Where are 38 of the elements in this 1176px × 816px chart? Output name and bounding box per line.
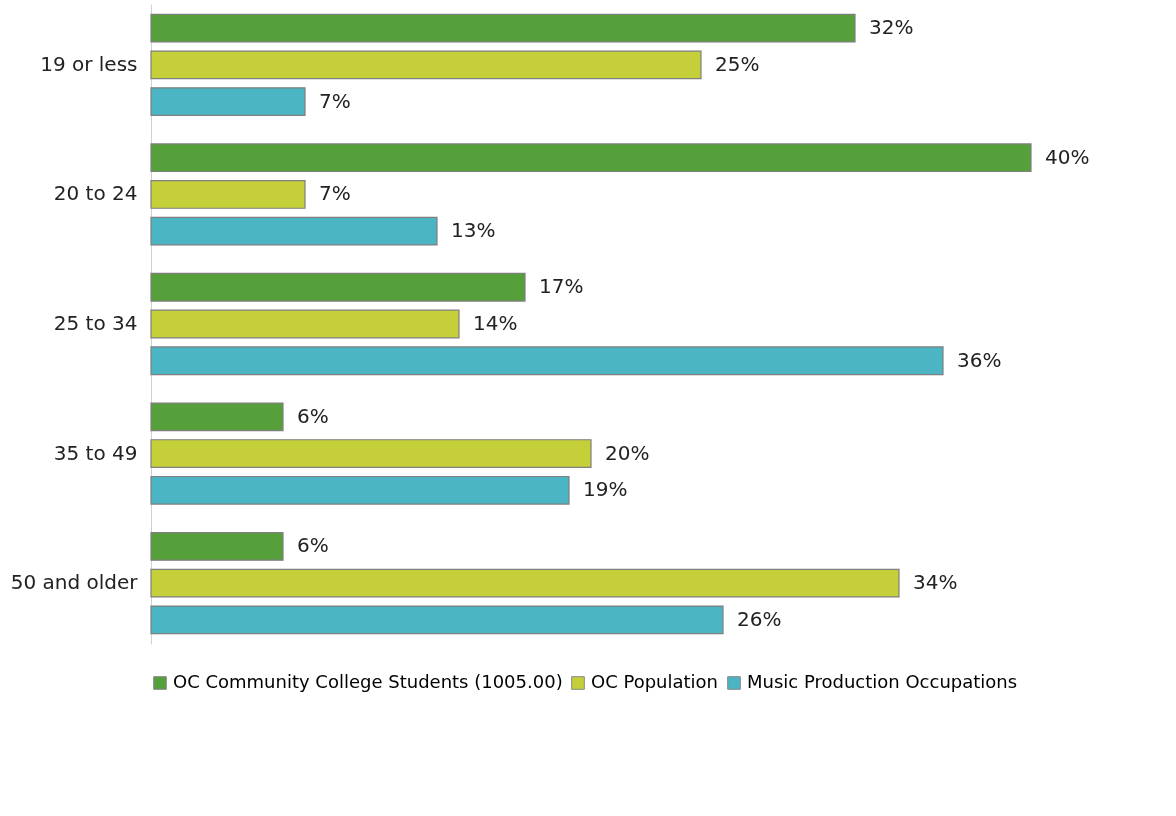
y-tick-label: 20 to 24 bbox=[53, 181, 138, 206]
bar bbox=[150, 216, 438, 246]
legend-label: OC Population bbox=[591, 671, 719, 692]
bar bbox=[150, 13, 856, 43]
legend-label: OC Community College Students (1005.00) bbox=[173, 671, 563, 692]
data-label: 6% bbox=[297, 403, 329, 428]
bar bbox=[150, 475, 570, 505]
legend-label: Music Production Occupations bbox=[747, 671, 1018, 692]
data-label: 7% bbox=[319, 181, 351, 206]
bar bbox=[150, 402, 284, 432]
data-label: 14% bbox=[473, 311, 518, 335]
bar bbox=[150, 143, 1032, 173]
bar bbox=[150, 50, 702, 80]
y-tick-label: 35 to 49 bbox=[53, 440, 138, 465]
data-label: 32% bbox=[869, 15, 914, 40]
bar bbox=[150, 309, 460, 339]
y-tick-label: 25 to 34 bbox=[53, 311, 138, 335]
bar bbox=[150, 439, 592, 468]
data-label: 36% bbox=[957, 347, 1002, 372]
data-label: 40% bbox=[1045, 144, 1090, 169]
bar bbox=[150, 346, 944, 376]
data-label: 19% bbox=[583, 477, 628, 502]
data-label: 20% bbox=[605, 440, 650, 465]
data-label: 6% bbox=[297, 533, 329, 558]
data-label: 26% bbox=[737, 606, 782, 631]
data-label: 13% bbox=[451, 218, 496, 243]
bar bbox=[150, 180, 306, 209]
bar bbox=[150, 272, 526, 302]
bar bbox=[150, 568, 900, 598]
y-tick-label: 50 and older bbox=[10, 570, 139, 595]
data-label: 34% bbox=[913, 570, 958, 595]
data-label: 25% bbox=[715, 51, 760, 76]
bar bbox=[150, 531, 284, 561]
y-tick-label: 19 or less bbox=[40, 51, 138, 76]
data-label: 7% bbox=[319, 88, 351, 113]
data-label: 17% bbox=[539, 274, 584, 299]
bar bbox=[150, 605, 724, 635]
bar bbox=[150, 87, 306, 117]
